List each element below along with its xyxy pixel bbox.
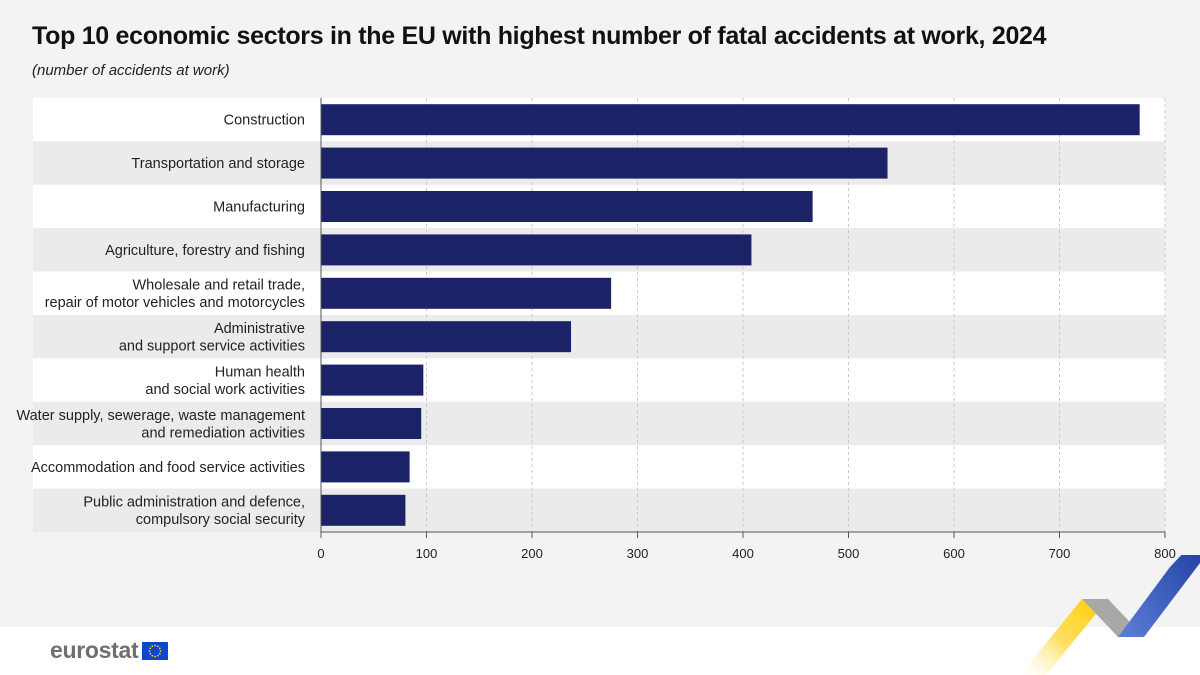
category-label-line: Agriculture, forestry and fishing [105, 243, 305, 259]
category-label-line: and support service activities [119, 338, 305, 354]
flag-star [159, 646, 162, 649]
bar-chart: Construction Transportation and storage Ma… [16, 98, 1176, 561]
x-tick-label: 300 [627, 546, 649, 561]
tick-labels: 0 100 200 300 400 500 600 700 800 [317, 546, 1175, 561]
category-label-line: and social work activities [145, 382, 305, 398]
blue-stripe-shape [1118, 555, 1200, 637]
footer [0, 627, 1200, 675]
category-label: Agriculture, forestry and fishing [105, 243, 305, 259]
bar [321, 321, 572, 353]
eurostat-wordmark: eurostat [50, 637, 139, 663]
category-label: Accommodation and food service activitie… [31, 460, 305, 476]
category-label-line: compulsory social security [136, 512, 306, 528]
flag-star [151, 654, 154, 657]
yellow-stripe-shape [1020, 599, 1108, 675]
bar [321, 191, 813, 222]
x-tick-label: 0 [317, 546, 324, 561]
flag-star [159, 652, 162, 655]
category-label-line: Wholesale and retail trade, [133, 278, 306, 294]
eurostat-logo: eurostat [50, 637, 169, 664]
x-tick-label: 200 [521, 546, 543, 561]
x-tick-label: 700 [1049, 546, 1071, 561]
chart-subtitle: (number of accidents at work) [32, 62, 230, 79]
category-label-line: Manufacturing [213, 200, 305, 216]
row-band [33, 488, 1165, 532]
eurostat-arrow-graphic [1020, 555, 1200, 675]
bar [321, 234, 752, 266]
flag-star [154, 644, 157, 646]
x-tick-label: 400 [732, 546, 754, 561]
category-label: Water supply, sewerage, waste management… [16, 408, 305, 442]
row-band [33, 358, 1165, 402]
x-tick-label: 100 [416, 546, 438, 561]
category-label-line: Transportation and storage [131, 156, 305, 172]
category-label: Construction [224, 113, 305, 129]
bar [321, 104, 1140, 136]
flag-star [157, 654, 159, 657]
row-band [33, 445, 1165, 489]
bar [321, 451, 410, 483]
category-label: Public administration and defence, compul… [83, 495, 305, 529]
category-label: Manufacturing [213, 200, 305, 216]
x-tick-label: 600 [943, 546, 965, 561]
category-label-line: Public administration and defence, [83, 495, 305, 511]
flag-star [159, 649, 162, 652]
x-tick-label: 500 [838, 546, 860, 561]
category-label-line: Water supply, sewerage, waste management [16, 408, 305, 424]
row-band [33, 401, 1165, 446]
x-tick-label: 800 [1154, 546, 1176, 561]
row-band [33, 315, 1165, 359]
category-label: Administrative and support service activi… [119, 321, 305, 355]
flag-star [151, 644, 154, 647]
category-label: Wholesale and retail trade, repair of mot… [45, 278, 305, 312]
axis [320, 98, 1166, 538]
flag-star [148, 649, 151, 652]
category-label-line: Human health [215, 364, 305, 380]
bar [321, 494, 406, 526]
category-label-line: Construction [224, 113, 305, 129]
category-label-line: Administrative [214, 321, 305, 337]
flag-star [154, 655, 157, 657]
bar [321, 364, 424, 396]
flag-star [149, 652, 152, 655]
chart-title: Top 10 economic sectors in the EU with h… [32, 22, 1047, 50]
bar [321, 277, 612, 309]
bar [321, 408, 422, 439]
bar [321, 147, 888, 179]
flag-star [157, 644, 159, 647]
category-label: Human health and social work activities [145, 364, 305, 398]
category-label-line: Accommodation and food service activitie… [31, 460, 305, 476]
category-label: Transportation and storage [131, 156, 305, 172]
category-labels: Construction Transportation and storage Ma… [16, 113, 305, 528]
category-label-line: repair of motor vehicles and motorcycles [45, 295, 305, 311]
eu-flag-icon [142, 641, 169, 660]
category-label-line: and remediation activities [141, 425, 305, 441]
bars [321, 104, 1140, 526]
flag-star [149, 646, 152, 649]
